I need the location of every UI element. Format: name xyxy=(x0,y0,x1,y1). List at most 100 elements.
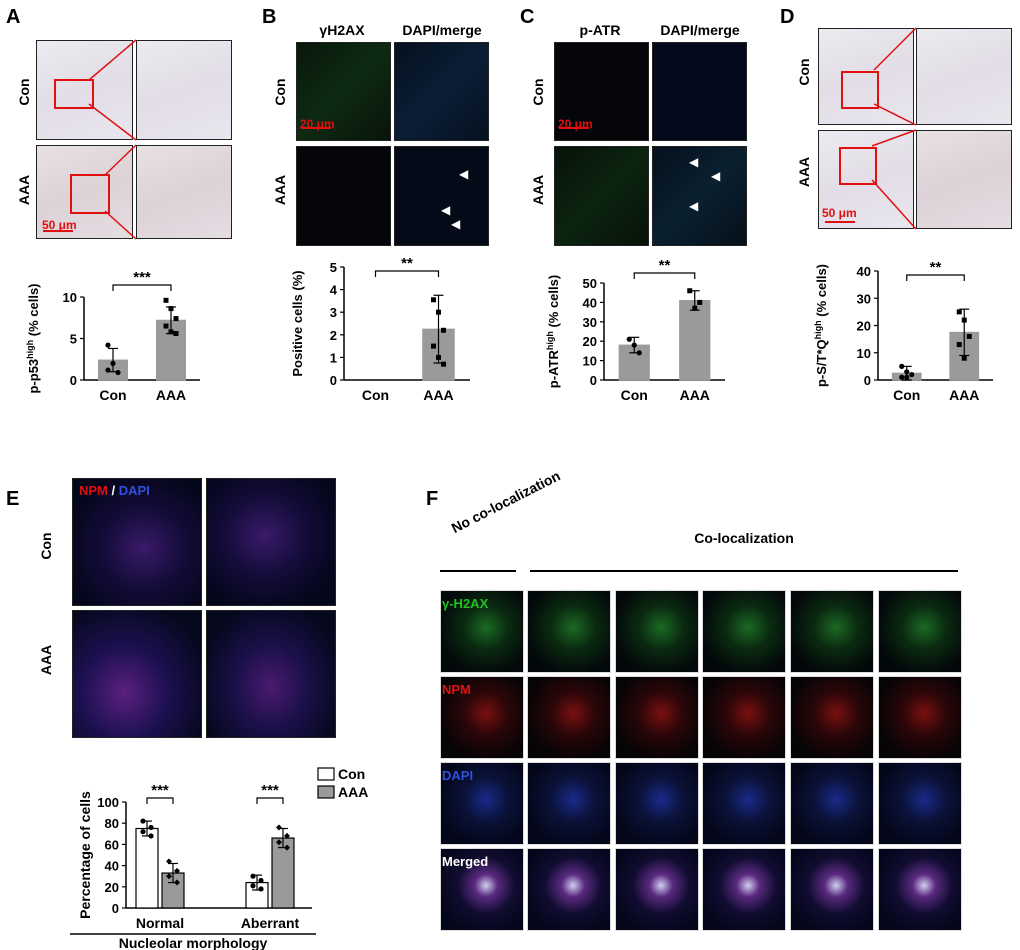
significance-label: ** xyxy=(930,259,942,276)
significance-label: ** xyxy=(401,255,413,272)
arrowhead-icon: ◀ xyxy=(451,217,461,231)
panel-label-f: F xyxy=(426,488,439,510)
row-label-dapi: DAPI xyxy=(442,768,474,783)
panel-label-b: B xyxy=(262,6,277,28)
scale-label-d: 50 μm xyxy=(822,206,857,220)
data-point xyxy=(148,833,154,839)
fluor-tile-h2ax-2 xyxy=(527,590,611,673)
chart-e: 0 20 40 60 80 100 Normal *** Aberrant *** Nucleola… xyxy=(70,766,368,950)
fluor-tile-h2ax-6 xyxy=(878,590,962,673)
y-tick-label: 80 xyxy=(105,816,119,831)
fluor-image-c-con-merge xyxy=(652,42,747,141)
x-tick-label: Aberrant xyxy=(241,915,300,931)
stain-legend: NPM / DAPI xyxy=(79,483,150,498)
y-tick-label: 0 xyxy=(112,901,119,916)
header-no-colocalization: No co-localization xyxy=(448,467,563,536)
data-point xyxy=(904,374,910,380)
fluor-image-b-con-h2ax xyxy=(296,42,391,141)
significance-bracket xyxy=(374,270,440,277)
scale-bar xyxy=(43,230,73,232)
data-point xyxy=(250,873,256,879)
y-tick-label: 40 xyxy=(105,859,119,874)
data-point xyxy=(956,342,962,348)
ihc-zoom-d-con xyxy=(916,28,1012,125)
ihc-zoom-d-aaa xyxy=(916,130,1012,229)
ihc-image-d-con xyxy=(818,28,914,125)
y-tick-label: 10 xyxy=(857,346,871,361)
data-point xyxy=(697,299,703,305)
fluor-tile-npm-5 xyxy=(790,676,874,759)
x-tick-label: AAA xyxy=(156,387,186,403)
y-tick-label: 3 xyxy=(330,305,337,320)
row-label-con-c: Con xyxy=(530,78,546,106)
fluor-tile-npm-2 xyxy=(527,676,611,759)
x-axis-label: Nucleolar morphology xyxy=(119,935,268,950)
scale-label-b: 20 μm xyxy=(300,117,335,131)
data-point xyxy=(173,316,179,322)
y-tick-label: 0 xyxy=(590,373,597,388)
y-tick-label: 2 xyxy=(330,328,337,343)
data-point xyxy=(431,343,436,349)
x-tick-label: Con xyxy=(362,387,389,403)
legend-swatch-con xyxy=(317,767,335,781)
data-point xyxy=(166,873,172,880)
row-label-merged: Merged xyxy=(442,854,489,869)
fluor-image-e-aaa-1 xyxy=(72,610,202,738)
fluor-tile-merged-5 xyxy=(790,848,874,931)
fluor-tile-h2ax-5 xyxy=(790,590,874,673)
data-point xyxy=(904,369,910,375)
x-tick-label: Con xyxy=(99,387,126,403)
chart-b: 0 1 2 3 4 5 Con AAA ** Positive cells (%) xyxy=(290,255,470,403)
ihc-image-a-aaa xyxy=(36,145,133,239)
fluor-tile-dapi-1 xyxy=(440,762,524,845)
data-point xyxy=(258,886,264,892)
data-point xyxy=(436,354,441,360)
y-tick-label: 0 xyxy=(864,373,871,388)
y-tick-label: 30 xyxy=(583,315,597,330)
bar-aaa-aberrant xyxy=(271,837,295,909)
panel-label-d: D xyxy=(780,6,795,28)
fluor-image-e-con-1: NPM / DAPI xyxy=(72,478,202,606)
data-point xyxy=(168,329,174,335)
y-axis-label: Positive cells (%) xyxy=(290,270,305,376)
fluor-tile-merged-2 xyxy=(527,848,611,931)
bar-con-normal xyxy=(135,827,159,909)
significance-label: *** xyxy=(261,782,279,799)
y-tick-label: 5 xyxy=(70,332,77,347)
data-point xyxy=(626,336,632,342)
panel-label-a: A xyxy=(6,6,21,28)
ihc-zoom-a-aaa xyxy=(136,145,232,239)
data-point xyxy=(173,331,179,337)
data-point xyxy=(899,363,905,369)
zoom-box xyxy=(54,79,94,109)
header-rule-co xyxy=(530,570,958,572)
y-tick-label: 4 xyxy=(330,283,338,298)
row-label-aaa-b: AAA xyxy=(272,174,288,206)
fluor-tile-npm-4 xyxy=(702,676,786,759)
zoom-box xyxy=(839,147,877,185)
y-tick-label: 20 xyxy=(583,334,597,349)
scale-bar xyxy=(825,221,855,223)
data-point xyxy=(966,333,972,339)
col-header-b-2: DAPI/merge xyxy=(402,22,482,38)
scale-bar xyxy=(559,127,589,129)
significance-label: ** xyxy=(659,257,671,274)
chart-c: 0 10 20 30 40 50 Con AAA ** p-ATRhigh (% cells) xyxy=(545,257,725,403)
y-tick-label: 40 xyxy=(857,264,871,279)
significance-label: *** xyxy=(133,269,151,286)
fluor-tile-merged-6 xyxy=(878,848,962,931)
fluor-tile-dapi-2 xyxy=(527,762,611,845)
scale-label-a: 50 μm xyxy=(42,218,77,232)
data-point xyxy=(140,829,146,835)
data-point xyxy=(105,342,111,348)
fluor-image-c-con-atr xyxy=(554,42,649,141)
data-point xyxy=(441,327,446,333)
arrowhead-icon: ◀ xyxy=(711,169,721,183)
fluor-image-e-aaa-2 xyxy=(206,610,336,738)
y-tick-label: 0 xyxy=(330,373,337,388)
y-tick-label: 100 xyxy=(97,795,119,810)
x-tick-label: AAA xyxy=(423,387,453,403)
y-tick-label: 1 xyxy=(330,350,337,365)
col-header-c-2: DAPI/merge xyxy=(660,22,740,38)
data-point xyxy=(110,360,116,366)
